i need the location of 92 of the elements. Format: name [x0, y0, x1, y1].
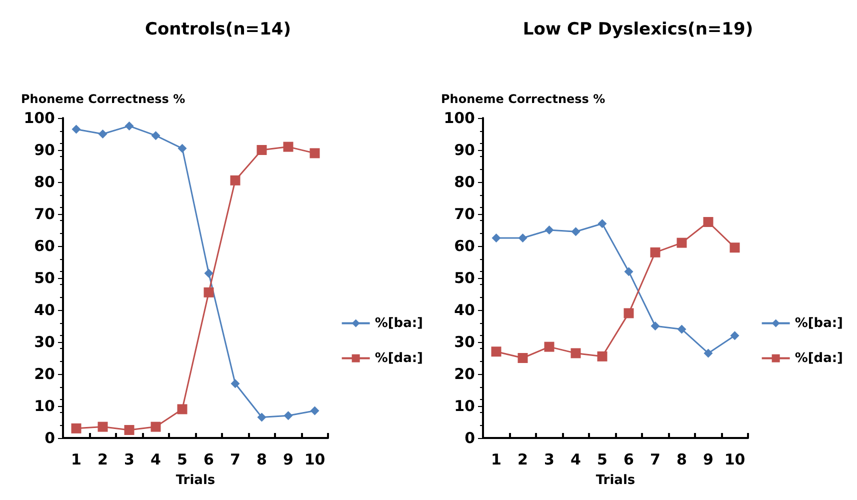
y-axis-title: Phoneme Correctness % — [21, 92, 186, 106]
chart-title: Controls(n=14) — [145, 20, 291, 40]
x-tick-label: 3 — [124, 450, 134, 468]
point — [624, 308, 634, 318]
y-tick-label: 40 — [454, 301, 475, 319]
y-tick-label: 90 — [34, 141, 55, 159]
point — [256, 145, 267, 155]
x-tick-label: 5 — [177, 450, 188, 468]
point — [650, 322, 660, 330]
point — [257, 412, 266, 422]
y-tick-label: 0 — [44, 429, 55, 447]
point — [230, 379, 240, 388]
point — [178, 144, 187, 153]
x-tick-label: 10 — [724, 450, 746, 468]
point — [650, 247, 660, 258]
x-axis-title: Trials — [176, 473, 216, 488]
point — [492, 234, 501, 242]
x-tick-label: 6 — [204, 450, 214, 468]
x-tick-label: 8 — [256, 450, 267, 468]
y-tick-label: 70 — [454, 205, 475, 223]
point — [571, 227, 580, 236]
point — [624, 267, 634, 276]
point — [310, 148, 320, 158]
y-tick-label: 60 — [454, 237, 475, 255]
point — [704, 348, 713, 358]
y-tick-label: 60 — [34, 237, 55, 255]
point — [124, 425, 134, 435]
y-tick-label: 30 — [34, 333, 55, 351]
x-tick-label: 9 — [703, 450, 714, 468]
legend-label: %[ba:] — [794, 316, 843, 331]
point — [570, 348, 581, 358]
y-tick-label: 20 — [34, 365, 55, 383]
point — [151, 131, 160, 140]
point — [124, 122, 134, 130]
point — [597, 351, 608, 362]
y-tick-label: 50 — [34, 269, 55, 287]
point — [98, 130, 108, 138]
point — [72, 124, 81, 134]
y-tick-label: 10 — [34, 397, 55, 415]
x-tick-label: 10 — [304, 450, 326, 468]
y-tick-label: 30 — [454, 333, 475, 351]
point — [544, 342, 554, 352]
x-tick-label: 5 — [597, 450, 608, 468]
point — [283, 142, 294, 152]
y-tick-label: 10 — [454, 397, 475, 415]
x-tick-label: 2 — [98, 450, 108, 468]
x-tick-label: 6 — [624, 450, 634, 468]
x-tick-label: 7 — [230, 450, 240, 468]
point — [598, 219, 607, 228]
x-tick-label: 9 — [283, 450, 294, 468]
y-tick-label: 70 — [34, 205, 55, 223]
x-tick-label: 4 — [150, 450, 161, 468]
point — [98, 422, 108, 432]
y-tick-label: 100 — [24, 109, 55, 127]
point — [676, 238, 687, 248]
y-tick-label: 80 — [34, 173, 55, 191]
point — [730, 242, 740, 253]
point — [310, 406, 320, 416]
y-tick-label: 50 — [454, 269, 475, 287]
y-tick-label: 100 — [444, 109, 475, 127]
point — [204, 268, 214, 278]
point — [177, 404, 188, 414]
point — [491, 346, 502, 357]
x-tick-label: 7 — [650, 450, 660, 468]
y-tick-label: 90 — [454, 141, 475, 159]
point — [150, 422, 161, 432]
point — [204, 287, 214, 298]
x-tick-label: 1 — [491, 450, 502, 468]
point — [730, 331, 740, 340]
point — [71, 423, 82, 434]
y-axis-title: Phoneme Correctness % — [441, 92, 606, 106]
x-tick-label: 4 — [570, 450, 581, 468]
point — [703, 217, 714, 227]
x-tick-label: 1 — [71, 450, 82, 468]
point — [230, 175, 240, 186]
y-tick-label: 80 — [454, 173, 475, 191]
point — [677, 324, 686, 334]
x-tick-label: 2 — [518, 450, 528, 468]
y-tick-label: 0 — [464, 429, 475, 447]
legend-label: %[da:] — [794, 350, 843, 366]
point — [518, 353, 528, 363]
x-tick-label: 8 — [676, 450, 687, 468]
point — [518, 234, 528, 242]
point — [284, 411, 293, 420]
y-tick-label: 40 — [34, 301, 55, 319]
x-axis-title: Trials — [596, 473, 636, 488]
chart-title: Low CP Dyslexics(n=19) — [522, 20, 754, 40]
legend-label: %[ba:] — [374, 316, 423, 331]
point — [544, 226, 554, 234]
legend-label: %[da:] — [374, 350, 423, 366]
y-tick-label: 20 — [454, 365, 475, 383]
x-tick-label: 3 — [544, 450, 554, 468]
